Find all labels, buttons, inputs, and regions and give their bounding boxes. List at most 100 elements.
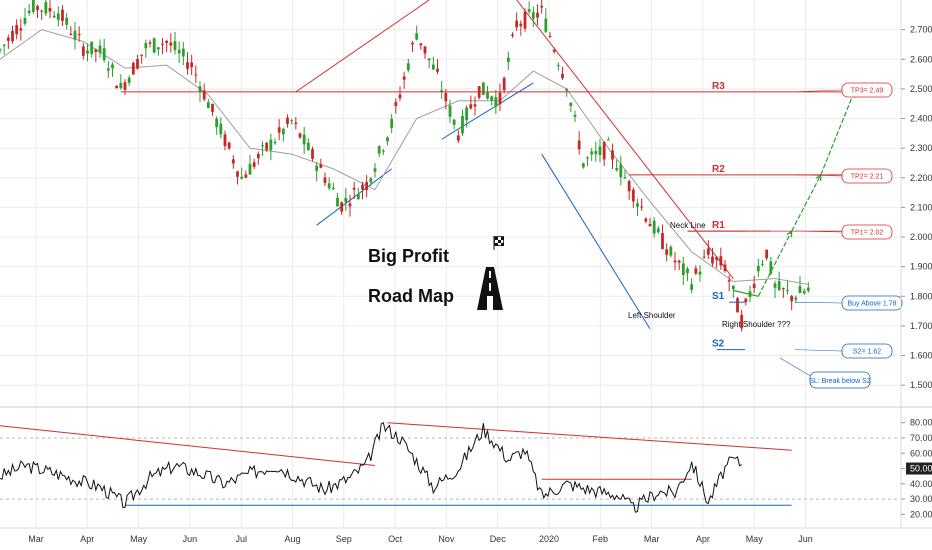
candle-body xyxy=(586,157,589,159)
rsi-axis[interactable]: 80.00 70.00 60.00 50.00 40.00 30.00 20.00 xyxy=(901,418,932,520)
time-axis[interactable]: Mar Apr May Jun Jul Aug Sep Oct Nov Dec 2020 Feb Mar… xyxy=(28,534,813,544)
candle-body xyxy=(211,103,214,112)
candle-body xyxy=(594,151,598,155)
candle-body xyxy=(356,193,360,200)
target-callouts: TP3= 2.49 TP2= 2.21 TP1= 2.02 Buy Above 1.7… xyxy=(779,82,903,389)
candle-body xyxy=(77,33,81,36)
candle-body xyxy=(427,58,431,61)
candle-body xyxy=(331,187,335,190)
candle-body xyxy=(206,102,210,109)
time-tick-label: Jun xyxy=(798,534,813,544)
time-tick-label: Aug xyxy=(284,534,300,544)
candle-body xyxy=(102,48,106,60)
candle-body xyxy=(577,140,581,150)
candle-body xyxy=(506,57,510,63)
time-tick-label: May xyxy=(130,534,148,544)
candle-body xyxy=(281,128,285,135)
time-tick-label: Feb xyxy=(593,534,609,544)
candle-body xyxy=(469,104,473,109)
callout-pointer xyxy=(794,301,843,304)
candle-body xyxy=(119,83,123,89)
candle-body xyxy=(456,135,460,141)
annotation-2: Right Shoulder ??? xyxy=(722,320,791,329)
candle-body xyxy=(2,44,6,46)
candle-body xyxy=(269,139,273,151)
candle-body xyxy=(419,43,423,46)
candle-body xyxy=(398,94,402,99)
candle-body xyxy=(215,118,219,128)
price-tick-label: 1.900 xyxy=(910,262,932,272)
candle-body xyxy=(627,181,631,192)
candle-body xyxy=(773,283,777,288)
candle-body xyxy=(223,134,227,146)
price-tick-label: 1.800 xyxy=(910,291,932,301)
candle-body xyxy=(740,314,744,329)
candle-body xyxy=(11,30,14,42)
candle-body xyxy=(798,286,802,294)
callout-pointer xyxy=(794,89,843,93)
candle-body xyxy=(240,176,244,179)
candle-body xyxy=(665,249,669,255)
candle-body xyxy=(673,260,677,263)
candle-body xyxy=(765,249,769,259)
candle-body xyxy=(686,268,689,274)
candle-body xyxy=(136,59,139,69)
time-tick-label: Jul xyxy=(235,534,247,544)
title-line-1: Big Profit xyxy=(368,246,449,266)
candle-body xyxy=(794,297,798,300)
candle-body xyxy=(698,271,702,275)
candle-body xyxy=(544,18,548,32)
candle-body xyxy=(377,146,381,154)
candle-body xyxy=(736,298,739,313)
candle-body xyxy=(148,42,152,44)
callout-text-r1: TP1= 2.02 xyxy=(851,230,884,237)
candle-body xyxy=(481,82,485,95)
candle-body xyxy=(752,283,756,289)
callout-box xyxy=(841,168,893,184)
candle-body xyxy=(515,20,519,28)
candle-body xyxy=(556,65,560,67)
candle-body xyxy=(619,164,623,178)
candle-body xyxy=(90,41,94,54)
candle-body xyxy=(461,115,464,134)
candle-body xyxy=(719,256,723,266)
candle-body xyxy=(523,11,527,29)
candle-body xyxy=(352,187,356,190)
candle-body xyxy=(36,6,39,10)
price-tick-label: 2.300 xyxy=(910,143,932,153)
candle-body xyxy=(565,88,569,91)
candle-body xyxy=(681,263,685,276)
candle-body xyxy=(73,30,77,40)
projection-segment xyxy=(733,289,759,297)
price-tick-label: 1.700 xyxy=(910,321,932,331)
candle-body xyxy=(781,288,785,290)
candle-body xyxy=(694,268,698,274)
candle-body xyxy=(406,63,410,71)
trendline xyxy=(541,153,651,330)
time-tick-label: Nov xyxy=(438,534,455,544)
callout-text-r2: TP2= 2.21 xyxy=(851,174,884,181)
candle-body xyxy=(540,5,544,8)
candle-body xyxy=(511,34,514,36)
candle-body xyxy=(636,203,639,207)
price-axis[interactable]: 2.700 2.600 2.500 2.400 2.300 2.200 2.100 2.000… xyxy=(901,25,932,391)
rsi-series-line xyxy=(0,422,742,513)
time-tick-label: Mar xyxy=(644,534,660,544)
candle-body xyxy=(502,77,506,91)
pattern-annotations: Neck Line Left Shoulder Right Shoulder ??? xyxy=(628,221,791,329)
candle-body xyxy=(6,37,10,41)
candle-body xyxy=(194,74,198,76)
projection-segment xyxy=(791,174,822,232)
candle-body xyxy=(227,142,231,149)
candle-body xyxy=(661,233,664,249)
candle-body xyxy=(65,17,69,25)
candle-body xyxy=(552,49,556,52)
candle-body xyxy=(161,43,164,45)
candle-body xyxy=(273,141,277,144)
candle-body xyxy=(519,23,523,27)
candle-body xyxy=(40,10,44,12)
candle-body xyxy=(777,281,781,291)
stop-loss-box xyxy=(809,371,871,389)
candlesticks xyxy=(0,0,810,332)
